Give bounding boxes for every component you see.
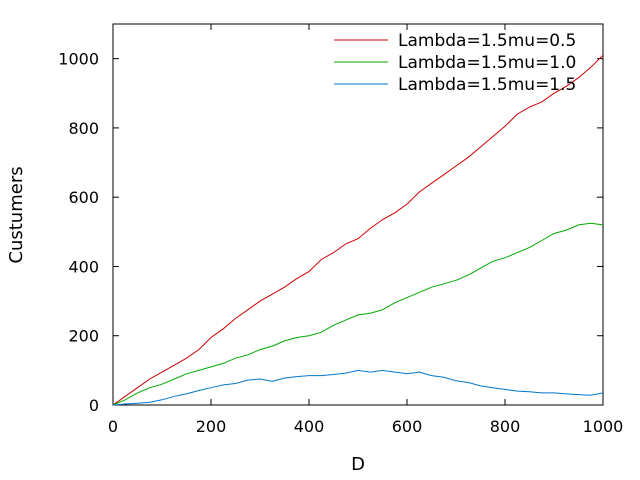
series-line-2 [112, 222, 604, 406]
x-tick-label: 200 [196, 417, 227, 436]
x-tick-label: 400 [294, 417, 325, 436]
axis-tick-labels: 0 200 400 600 800 1000 0 200 400 600 800 1000 [58, 50, 623, 436]
series-lines [112, 54, 604, 406]
y-tick-label: 1000 [58, 50, 99, 69]
y-axis-label: Custumers [6, 166, 27, 263]
y-tick-label: 200 [68, 327, 99, 346]
x-tick-label: 800 [490, 417, 521, 436]
series-line-1 [112, 54, 604, 406]
y-tick-label: 0 [89, 396, 99, 415]
legend-label-2: Lambda=1.5mu=1.0 [398, 53, 576, 73]
x-tick-label: 0 [108, 417, 118, 436]
y-tick-label: 600 [68, 188, 99, 207]
y-tick-label: 800 [68, 119, 99, 138]
x-tick-label: 1000 [583, 417, 624, 436]
plot-frame [112, 23, 604, 406]
series-line-3 [112, 369, 604, 406]
x-axis-label: D [351, 454, 365, 475]
legend: Lambda=1.5mu=0.5Lambda=1.5mu=1.0Lambda=1… [334, 31, 576, 95]
y-tick-label: 400 [68, 257, 99, 276]
legend-label-3: Lambda=1.5mu=1.5 [398, 75, 576, 95]
legend-label-1: Lambda=1.5mu=0.5 [398, 31, 576, 51]
x-tick-label: 600 [392, 417, 423, 436]
